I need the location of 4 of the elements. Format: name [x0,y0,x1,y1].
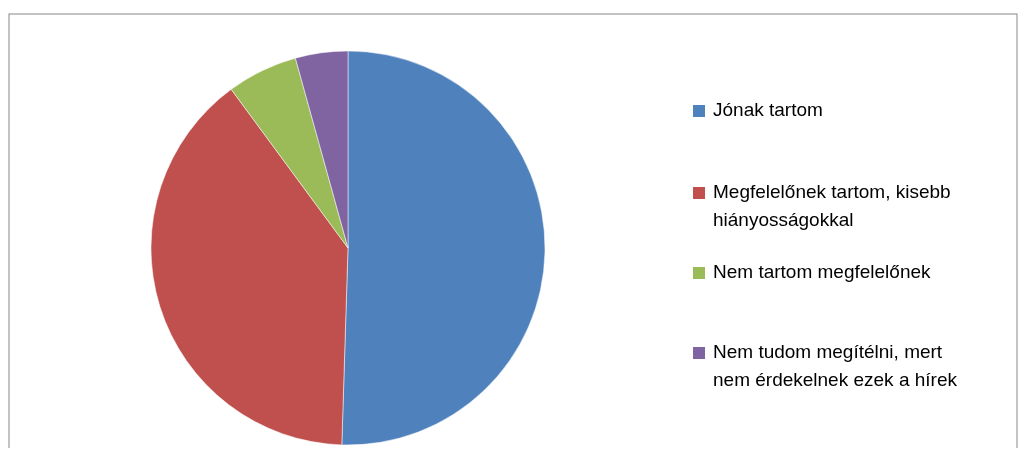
legend-label: Megfelelőnek tartom, kisebb hiányosságokkal [713,181,951,231]
legend-label: Nem tudom megítélni, mert nem érdekelnek ezek a hírek [713,341,958,391]
legend-label: Nem tartom megfelelőnek [713,261,932,283]
legend-label: Jónak tartom [713,99,823,121]
